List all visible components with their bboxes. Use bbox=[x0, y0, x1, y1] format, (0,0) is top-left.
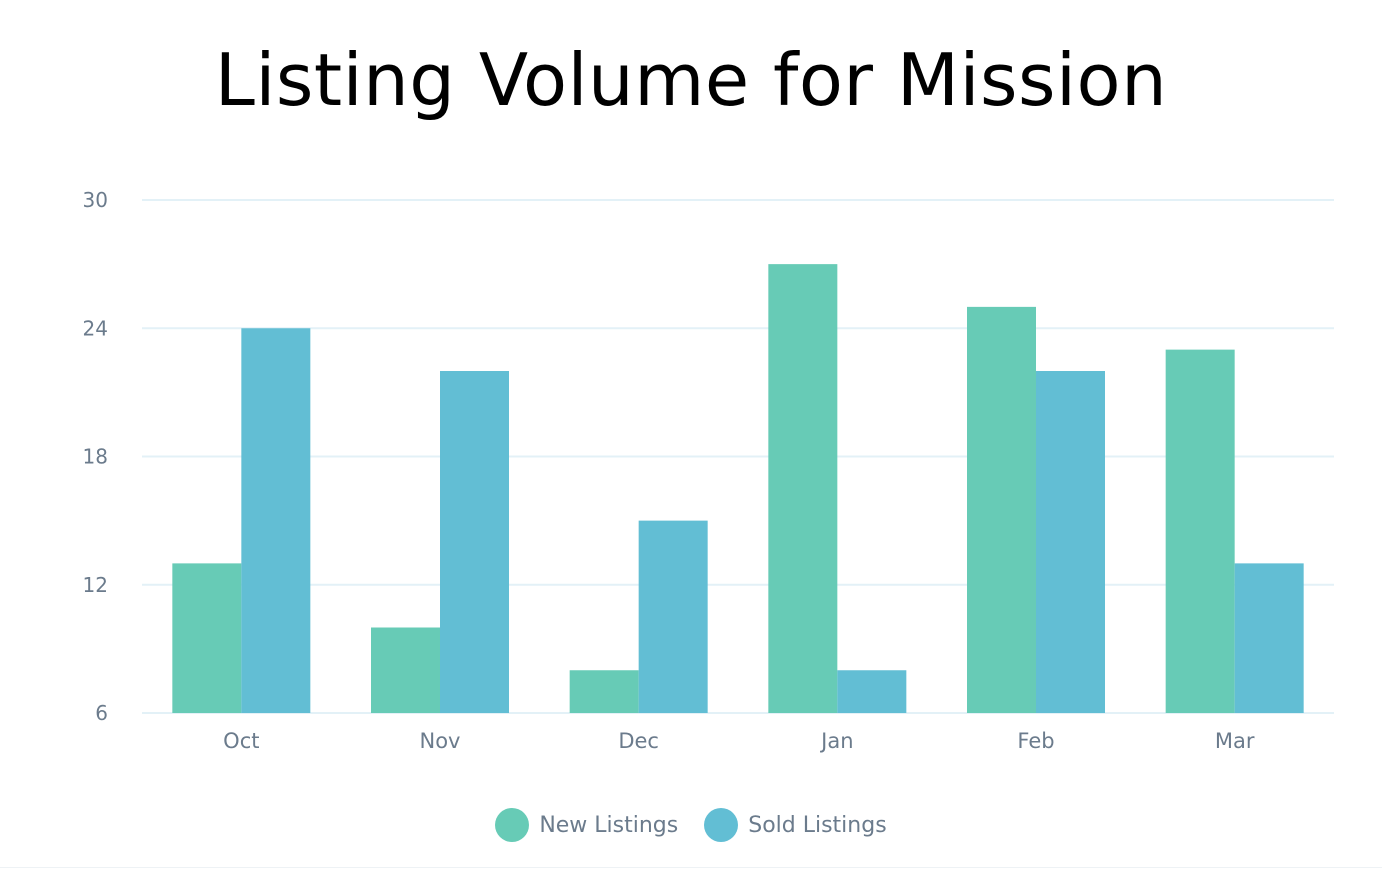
x-tick-label: Jan bbox=[819, 729, 853, 753]
bar-sold-jan[interactable] bbox=[837, 670, 907, 713]
bar-new-oct[interactable] bbox=[172, 563, 242, 713]
bar-new-mar[interactable] bbox=[1165, 349, 1235, 713]
y-tick-label: 6 bbox=[95, 701, 108, 725]
x-tick-label: Oct bbox=[223, 729, 259, 753]
x-tick-label: Nov bbox=[420, 729, 461, 753]
y-tick-label: 12 bbox=[83, 573, 108, 597]
gridlines bbox=[142, 199, 1334, 714]
y-axis-ticks: 6 12 18 24 30 bbox=[83, 188, 108, 725]
chart-title: Listing Volume for Mission bbox=[214, 38, 1168, 122]
x-axis-ticks: Oct Nov Dec Jan Feb Mar bbox=[223, 729, 1255, 753]
legend-item-new-listings[interactable]: New Listings bbox=[495, 808, 678, 842]
x-tick-label: Feb bbox=[1017, 729, 1054, 753]
bar-sold-dec[interactable] bbox=[638, 520, 708, 713]
bar-new-dec[interactable] bbox=[569, 670, 639, 713]
x-tick-label: Mar bbox=[1215, 729, 1255, 753]
bar-new-feb[interactable] bbox=[967, 306, 1036, 713]
bar-sold-oct[interactable] bbox=[241, 328, 311, 713]
y-tick-label: 30 bbox=[83, 188, 108, 212]
bar-chart: 6 12 18 24 30 Oct Nov Dec Jan Feb Mar bbox=[83, 188, 1334, 753]
y-tick-label: 18 bbox=[83, 445, 108, 469]
bar-new-jan[interactable] bbox=[768, 264, 838, 713]
bar-new-nov[interactable] bbox=[371, 627, 440, 714]
legend: New Listings Sold Listings bbox=[0, 808, 1382, 842]
bottom-divider bbox=[0, 867, 1382, 868]
legend-swatch-sold bbox=[704, 808, 739, 842]
legend-item-sold-listings[interactable]: Sold Listings bbox=[704, 808, 887, 842]
legend-label-sold: Sold Listings bbox=[748, 812, 887, 838]
legend-label-new: New Listings bbox=[539, 812, 679, 838]
bar-sold-feb[interactable] bbox=[1036, 371, 1105, 713]
x-tick-label: Dec bbox=[618, 729, 659, 753]
bar-sold-mar[interactable] bbox=[1234, 563, 1304, 713]
legend-swatch-new bbox=[495, 808, 530, 842]
bars bbox=[172, 264, 1304, 714]
bar-sold-nov[interactable] bbox=[440, 371, 509, 713]
y-tick-label: 24 bbox=[83, 316, 108, 340]
